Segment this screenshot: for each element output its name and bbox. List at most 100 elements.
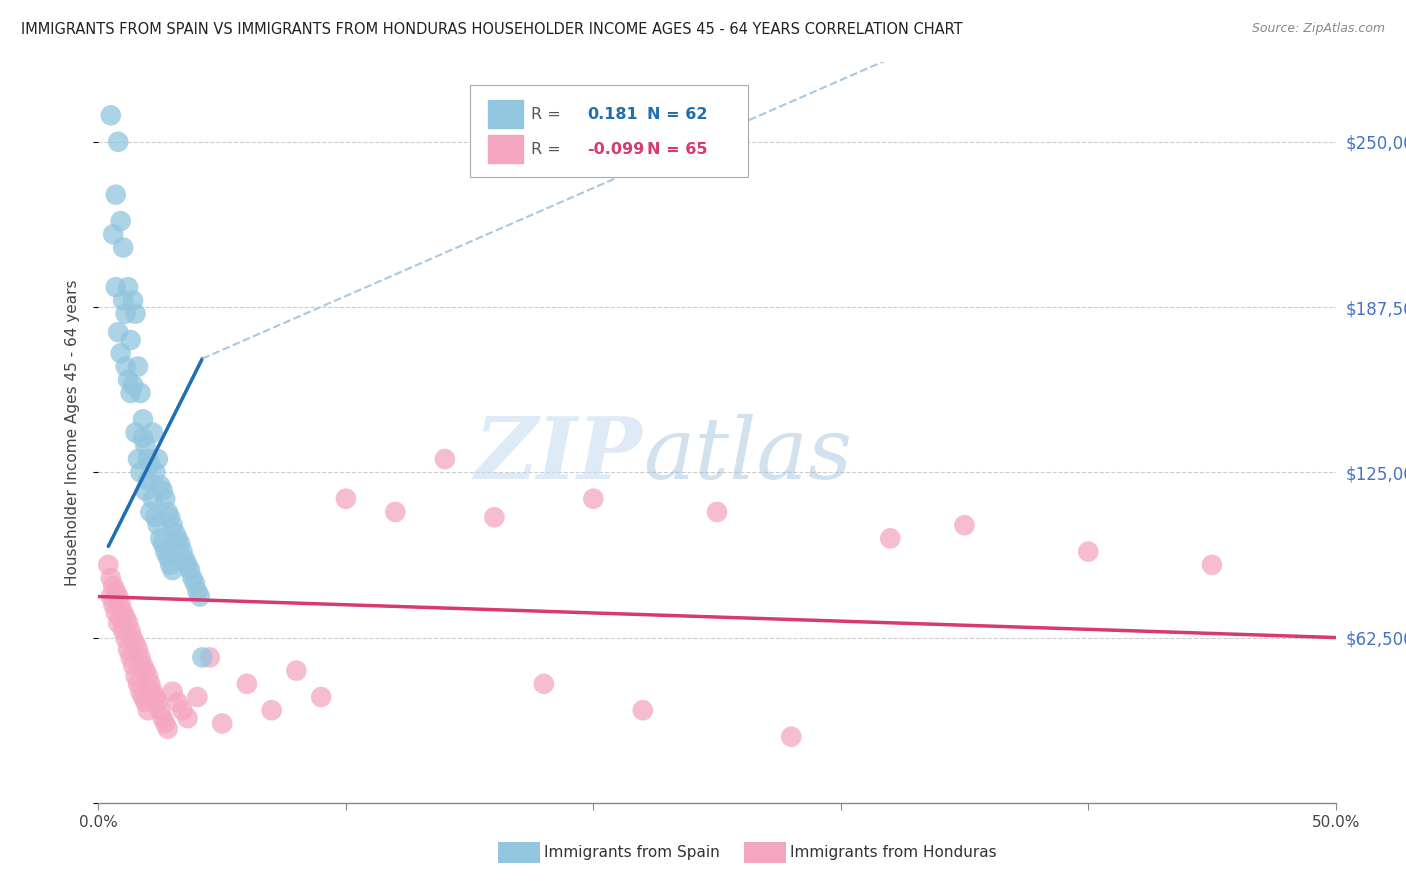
Point (188, 590, 211, 604)
Point (139, 458, 162, 472)
Point (100, 571, 122, 585)
Point (114, 307, 136, 321)
Text: ZIP: ZIP (475, 413, 643, 497)
Point (179, 563, 201, 577)
Point (129, 465, 152, 479)
Point (107, 615, 129, 630)
Point (136, 669, 159, 683)
Point (136, 473, 159, 487)
Point (156, 722, 179, 736)
Point (134, 483, 156, 498)
Point (211, 716, 233, 731)
Bar (488, 135, 523, 163)
Point (149, 703, 172, 717)
Point (309, 690, 332, 704)
Point (127, 359, 149, 374)
Point (100, 590, 122, 604)
Point (132, 690, 155, 704)
Point (953, 518, 976, 533)
Point (122, 378, 145, 392)
Point (152, 711, 174, 725)
Point (132, 658, 155, 673)
Point (104, 606, 127, 620)
Point (335, 491, 357, 506)
Point (127, 452, 149, 467)
Point (186, 584, 208, 599)
Text: IMMIGRANTS FROM SPAIN VS IMMIGRANTS FROM HONDURAS HOUSEHOLDER INCOME AGES 45 - 6: IMMIGRANTS FROM SPAIN VS IMMIGRANTS FROM… (21, 22, 963, 37)
Point (236, 677, 259, 691)
Point (159, 558, 181, 572)
Text: N = 62: N = 62 (647, 107, 707, 122)
Text: Source: ZipAtlas.com: Source: ZipAtlas.com (1251, 22, 1385, 36)
Point (146, 452, 169, 467)
Point (172, 544, 194, 558)
Point (103, 598, 125, 612)
Point (120, 386, 142, 401)
Point (104, 584, 127, 599)
Point (103, 579, 125, 593)
Point (533, 677, 555, 691)
Point (112, 241, 135, 255)
Point (1201, 558, 1223, 572)
Point (112, 624, 135, 638)
Point (134, 439, 156, 453)
Point (156, 505, 179, 519)
Point (186, 690, 208, 704)
Point (198, 650, 221, 665)
Point (114, 359, 136, 374)
Text: R =: R = (531, 107, 561, 122)
Point (112, 606, 135, 620)
Point (114, 611, 136, 625)
Point (122, 293, 145, 308)
Point (184, 576, 207, 591)
Point (120, 333, 142, 347)
Point (142, 425, 165, 440)
Point (132, 431, 155, 445)
Point (143, 690, 166, 704)
Text: -0.099: -0.099 (588, 142, 644, 157)
Text: R =: R = (531, 142, 561, 157)
Point (127, 642, 149, 657)
Point (285, 664, 308, 678)
Point (166, 532, 188, 546)
Point (134, 664, 156, 678)
Point (117, 615, 139, 630)
Text: N = 65: N = 65 (647, 142, 707, 157)
Point (162, 518, 184, 533)
Point (143, 510, 166, 524)
Y-axis label: Householder Income Ages 45 - 64 years: Householder Income Ages 45 - 64 years (65, 279, 80, 586)
Point (142, 491, 165, 506)
Point (146, 518, 169, 533)
Point (181, 571, 204, 585)
Point (107, 590, 129, 604)
Point (260, 703, 283, 717)
Point (124, 637, 146, 651)
Point (104, 280, 127, 294)
Text: Immigrants from Spain: Immigrants from Spain (544, 846, 720, 860)
Point (124, 669, 146, 683)
Point (582, 491, 605, 506)
Point (169, 537, 191, 551)
Point (165, 526, 187, 541)
Point (174, 552, 197, 566)
Point (149, 478, 172, 492)
Point (129, 650, 152, 665)
Point (142, 685, 165, 699)
Point (166, 695, 188, 709)
Point (127, 677, 149, 691)
Point (780, 730, 803, 744)
Point (384, 505, 406, 519)
Point (152, 537, 174, 551)
Point (706, 505, 728, 519)
Point (172, 703, 194, 717)
Point (110, 346, 132, 360)
Point (103, 227, 125, 242)
Text: 0.181: 0.181 (588, 107, 638, 122)
Point (124, 307, 146, 321)
Point (97, 558, 120, 572)
Point (176, 711, 198, 725)
Point (117, 280, 139, 294)
Point (152, 483, 174, 498)
Point (120, 624, 142, 638)
Point (484, 510, 506, 524)
